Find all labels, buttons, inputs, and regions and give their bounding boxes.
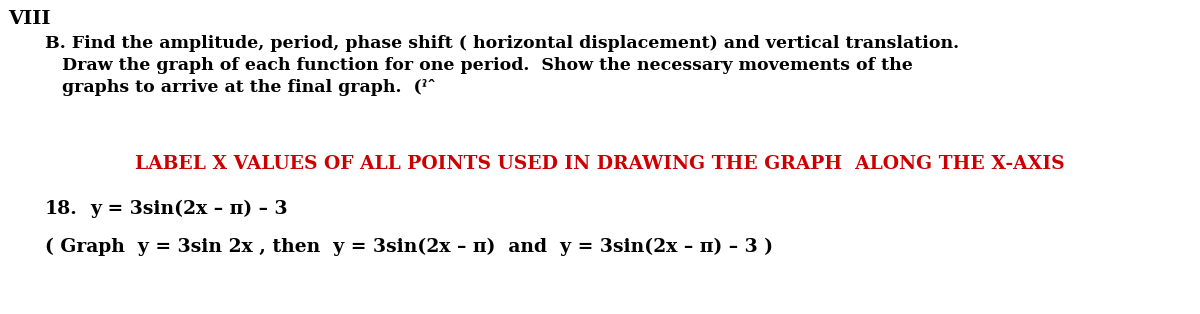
Text: VIII: VIII: [8, 10, 50, 28]
Text: B. Find the amplitude, period, phase shift ( horizontal displacement) and vertic: B. Find the amplitude, period, phase shi…: [46, 35, 959, 52]
Text: ( Graph  y = 3sin 2x , then  y = 3sin(2x – π)  and  y = 3sin(2x – π) – 3 ): ( Graph y = 3sin 2x , then y = 3sin(2x –…: [46, 238, 773, 256]
Text: graphs to arrive at the final graph.  (ˀˆ: graphs to arrive at the final graph. (ˀˆ: [62, 79, 436, 96]
Text: 18.: 18.: [46, 200, 78, 218]
Text: LABEL X VALUES OF ALL POINTS USED IN DRAWING THE GRAPH  ALONG THE X-AXIS: LABEL X VALUES OF ALL POINTS USED IN DRA…: [136, 155, 1064, 173]
Text: y = 3sin(2x – π) – 3: y = 3sin(2x – π) – 3: [90, 200, 288, 218]
Text: Draw the graph of each function for one period.  Show the necessary movements of: Draw the graph of each function for one …: [62, 57, 913, 74]
